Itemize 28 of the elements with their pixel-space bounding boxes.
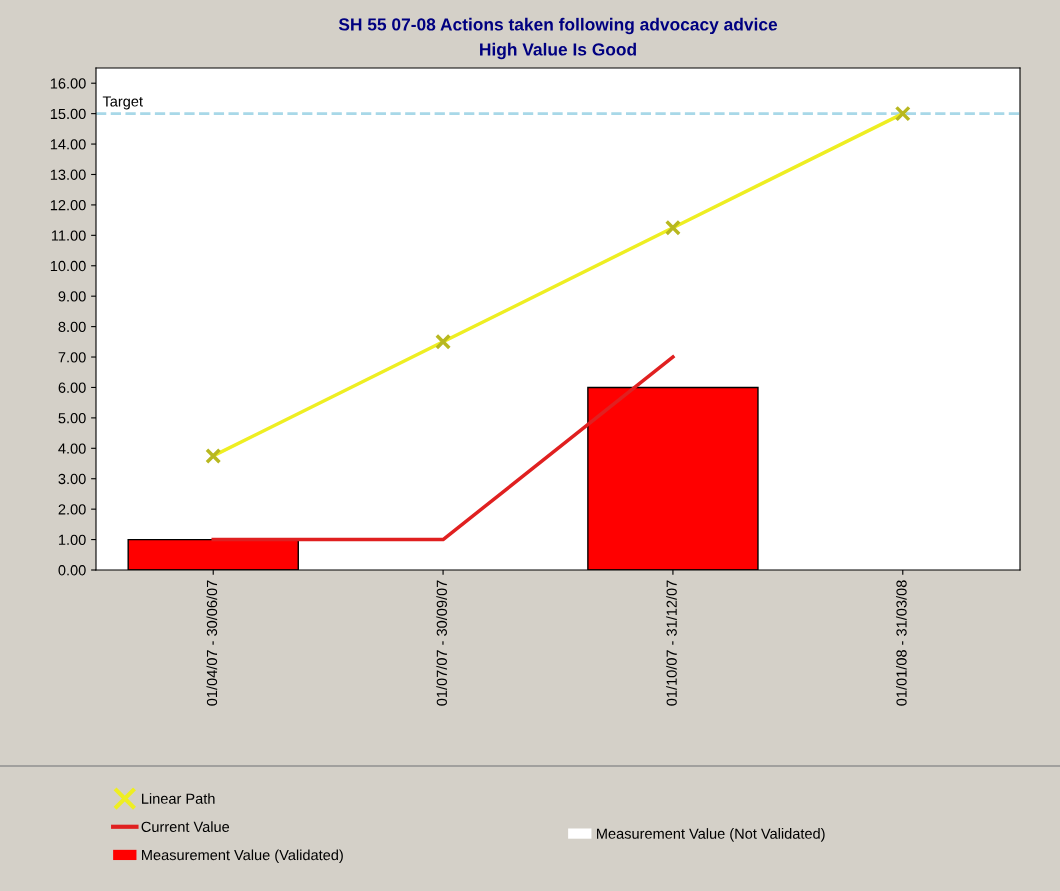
y-tick-label: 5.00	[58, 412, 86, 424]
y-tick-label: 9.00	[58, 291, 86, 302]
x-tick-label: 01/04/07 - 30/06/07	[206, 580, 218, 706]
y-tick-label: 6.00	[58, 382, 86, 393]
y-tick-label: 15.00	[50, 108, 86, 120]
y-tick-label: 4.00	[58, 443, 86, 454]
y-tick-label: 11.00	[51, 230, 86, 241]
y-tick-label: 8.00	[58, 321, 86, 333]
y-tick-label: 7.00	[58, 352, 86, 363]
chart-title: SH 55 07-08 Actions taken following advocacy advice	[338, 17, 778, 35]
x-tick-label: 01/01/08 - 31/03/08	[895, 580, 907, 706]
y-tick-label: 0.00	[58, 565, 86, 576]
ref-line-label: Target	[102, 96, 143, 110]
legend-label: Measurement Value (Not Validated)	[597, 828, 825, 842]
y-tick-label: 16.00	[50, 78, 86, 89]
y-tick-label: 12.00	[50, 200, 86, 211]
y-tick-label: 13.00	[50, 169, 86, 180]
legend-label: Measurement Value (Validated)	[142, 849, 343, 864]
chart-subtitle: High Value Is Good	[480, 42, 636, 60]
y-tick-label: 14.00	[50, 139, 86, 150]
x-tick-label: 01/07/07 - 30/09/07	[436, 580, 447, 706]
y-tick-label: 1.00	[59, 534, 86, 545]
x-tick-label: 01/10/07 - 31/12/07	[666, 580, 677, 706]
y-tick-label: 3.00	[58, 473, 86, 485]
y-tick-label: 2.00	[58, 504, 86, 515]
y-tick-label: 10.00	[50, 260, 86, 272]
legend-label: Linear Path	[142, 793, 215, 804]
legend-label: Current Value	[141, 821, 230, 833]
